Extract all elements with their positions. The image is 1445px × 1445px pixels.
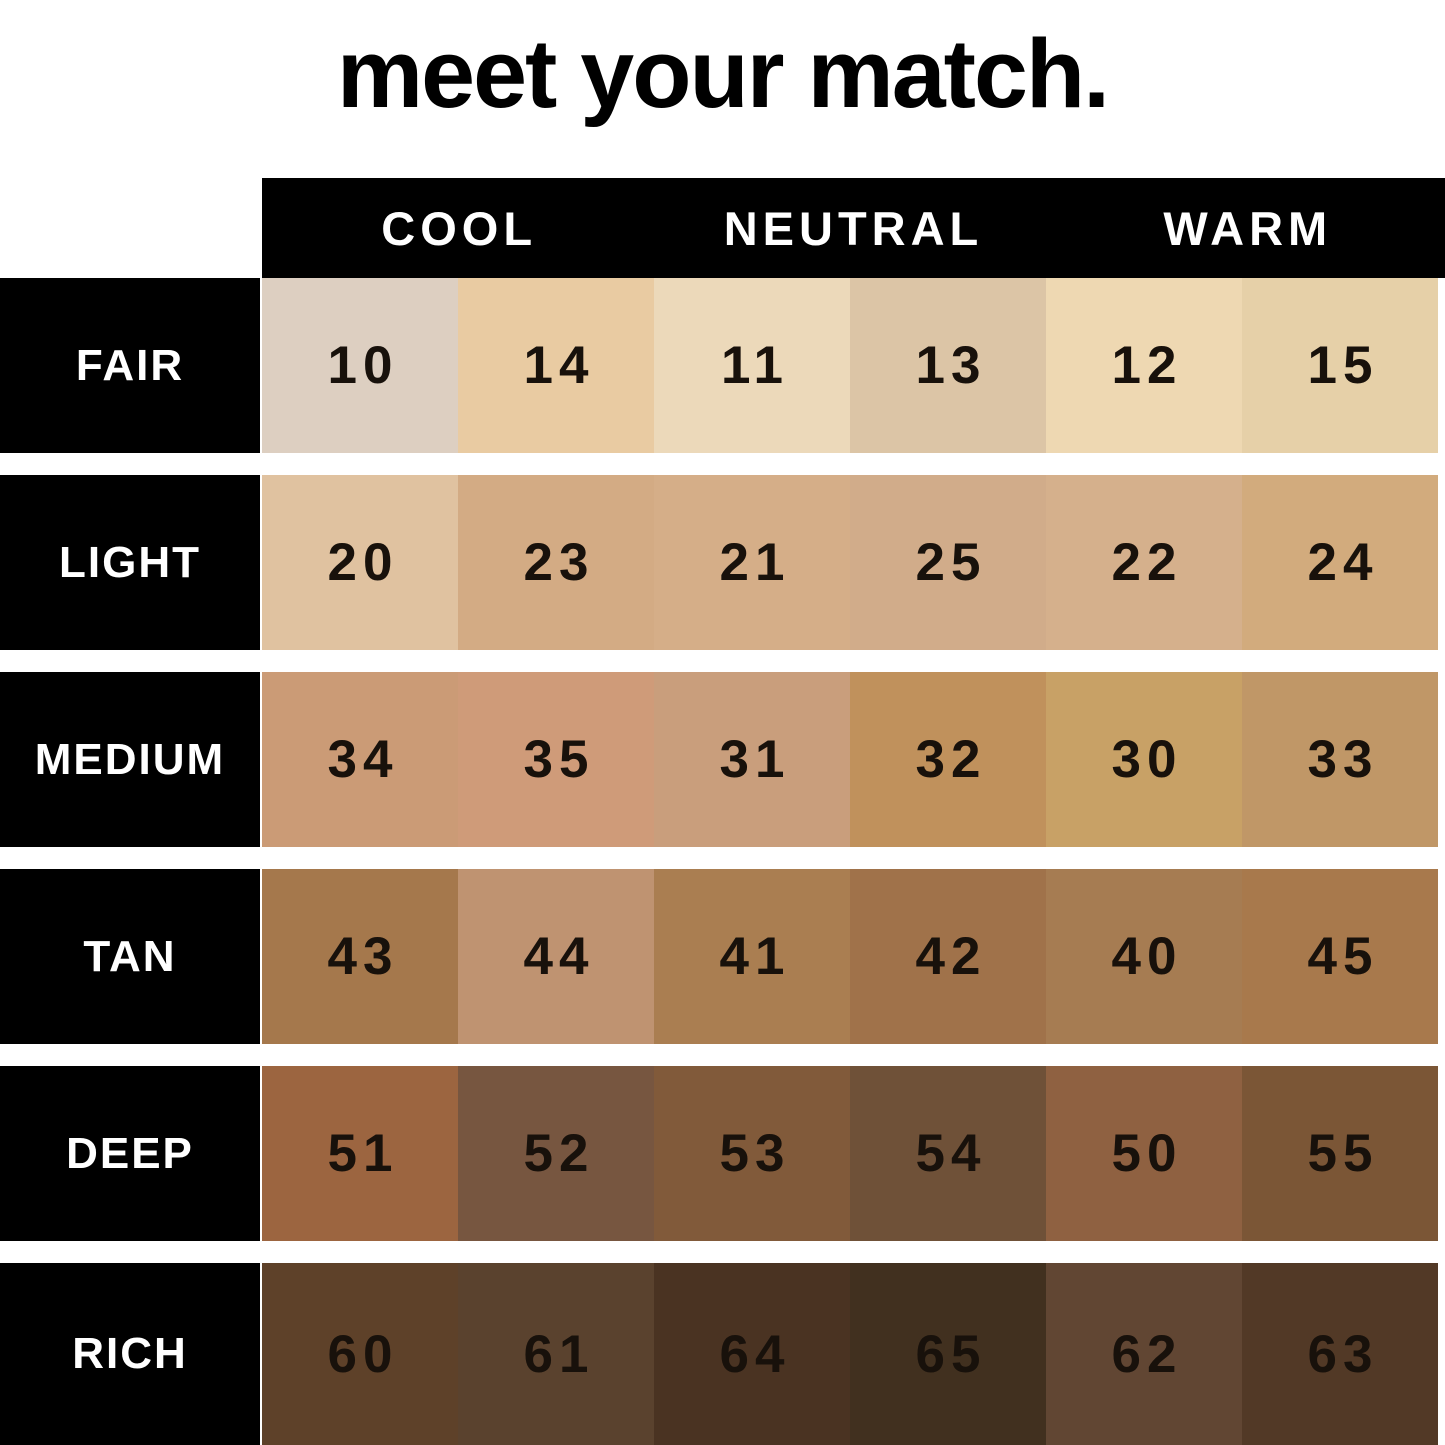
shade-row-deep: DEEP 51 52 53 54 50 55: [0, 1066, 1445, 1241]
shade-number: 12: [1111, 336, 1183, 395]
shade-number: 43: [327, 927, 399, 986]
swatch-strip: 34 35 31 32 30 33: [262, 672, 1438, 847]
shade-swatch-52: 52: [458, 1066, 654, 1241]
swatch-strip: 60 61 64 65 62 63: [262, 1263, 1438, 1445]
shade-swatch-64: 64: [654, 1263, 850, 1445]
shade-grid: FAIR 10 14 11 13 12 15 LIGHT 20 23 21 25 22 24 MEDIUM 3…: [0, 278, 1445, 1445]
shade-number: 21: [719, 533, 791, 592]
swatch-strip: 10 14 11 13 12 15: [262, 278, 1438, 453]
shade-number: 13: [915, 336, 987, 395]
shade-swatch-15: 15: [1242, 278, 1438, 453]
shade-swatch-44: 44: [458, 869, 654, 1044]
page-title: meet your match.: [336, 19, 1110, 128]
shade-swatch-21: 21: [654, 475, 850, 650]
shade-number: 20: [327, 533, 399, 592]
shade-number: 41: [719, 927, 791, 986]
shade-swatch-12: 12: [1046, 278, 1242, 453]
shade-number: 25: [915, 533, 987, 592]
shade-number: 63: [1307, 1324, 1379, 1384]
shade-swatch-10: 10: [262, 278, 458, 453]
depth-label-deep: DEEP: [0, 1066, 260, 1241]
shade-swatch-41: 41: [654, 869, 850, 1044]
shade-swatch-31: 31: [654, 672, 850, 847]
depth-label-fair: FAIR: [0, 278, 260, 453]
shade-swatch-55: 55: [1242, 1066, 1438, 1241]
depth-label-tan: TAN: [0, 869, 260, 1044]
shade-row-fair: FAIR 10 14 11 13 12 15: [0, 278, 1445, 453]
shade-number: 54: [915, 1124, 987, 1183]
shade-number: 35: [523, 730, 595, 789]
shade-swatch-53: 53: [654, 1066, 850, 1241]
shade-number: 50: [1111, 1124, 1183, 1183]
shade-row-rich: RICH 60 61 64 65 62 63: [0, 1263, 1445, 1445]
shade-number: 45: [1307, 927, 1379, 986]
undertone-label-warm: WARM: [1163, 201, 1333, 255]
shade-number: 24: [1307, 533, 1379, 592]
swatch-strip: 43 44 41 42 40 45: [262, 869, 1438, 1044]
shade-number: 64: [719, 1324, 791, 1384]
swatch-strip: 51 52 53 54 50 55: [262, 1066, 1438, 1241]
shade-number: 22: [1111, 533, 1183, 592]
shade-row-light: LIGHT 20 23 21 25 22 24: [0, 475, 1445, 650]
shade-swatch-32: 32: [850, 672, 1046, 847]
undertone-header-bar: COOL NEUTRAL WARM: [262, 178, 1445, 278]
shade-swatch-23: 23: [458, 475, 654, 650]
shade-number: 11: [720, 336, 790, 395]
shade-row-medium: MEDIUM 34 35 31 32 30 33: [0, 672, 1445, 847]
shade-number: 15: [1307, 336, 1379, 395]
shade-swatch-11: 11: [654, 278, 850, 453]
shade-swatch-25: 25: [850, 475, 1046, 650]
shade-swatch-14: 14: [458, 278, 654, 453]
shade-swatch-51: 51: [262, 1066, 458, 1241]
shade-number: 60: [327, 1324, 399, 1384]
shade-swatch-35: 35: [458, 672, 654, 847]
shade-number: 23: [523, 533, 595, 592]
shade-swatch-43: 43: [262, 869, 458, 1044]
shade-swatch-30: 30: [1046, 672, 1242, 847]
shade-number: 33: [1307, 730, 1379, 789]
shade-number: 30: [1111, 730, 1183, 789]
shade-swatch-24: 24: [1242, 475, 1438, 650]
shade-number: 55: [1307, 1124, 1379, 1183]
shade-number: 31: [719, 730, 791, 789]
shade-number: 52: [523, 1124, 595, 1183]
shade-number: 65: [915, 1324, 987, 1384]
shade-number: 40: [1111, 927, 1183, 986]
shade-swatch-61: 61: [458, 1263, 654, 1445]
shade-swatch-34: 34: [262, 672, 458, 847]
shade-swatch-13: 13: [850, 278, 1046, 453]
shade-swatch-62: 62: [1046, 1263, 1242, 1445]
depth-label-light: LIGHT: [0, 475, 260, 650]
shade-swatch-50: 50: [1046, 1066, 1242, 1241]
shade-number: 42: [915, 927, 987, 986]
shade-swatch-54: 54: [850, 1066, 1046, 1241]
shade-swatch-22: 22: [1046, 475, 1242, 650]
shade-number: 34: [327, 730, 399, 789]
shade-row-tan: TAN 43 44 41 42 40 45: [0, 869, 1445, 1044]
shade-number: 53: [719, 1124, 791, 1183]
shade-number: 10: [327, 336, 399, 395]
shade-number: 44: [523, 927, 595, 986]
shade-number: 62: [1111, 1324, 1183, 1384]
shade-swatch-45: 45: [1242, 869, 1438, 1044]
shade-swatch-40: 40: [1046, 869, 1242, 1044]
shade-swatch-60: 60: [262, 1263, 458, 1445]
shade-swatch-63: 63: [1242, 1263, 1438, 1445]
shade-number: 32: [915, 730, 987, 789]
undertone-label-cool: COOL: [381, 201, 538, 255]
shade-swatch-42: 42: [850, 869, 1046, 1044]
depth-label-medium: MEDIUM: [0, 672, 260, 847]
shade-swatch-20: 20: [262, 475, 458, 650]
shade-swatch-65: 65: [850, 1263, 1046, 1445]
depth-label-rich: RICH: [0, 1263, 260, 1445]
shade-swatch-33: 33: [1242, 672, 1438, 847]
shade-number: 61: [523, 1324, 595, 1384]
shade-number: 14: [523, 336, 595, 395]
shade-number: 51: [327, 1124, 399, 1183]
swatch-strip: 20 23 21 25 22 24: [262, 475, 1438, 650]
undertone-label-neutral: NEUTRAL: [723, 201, 984, 255]
